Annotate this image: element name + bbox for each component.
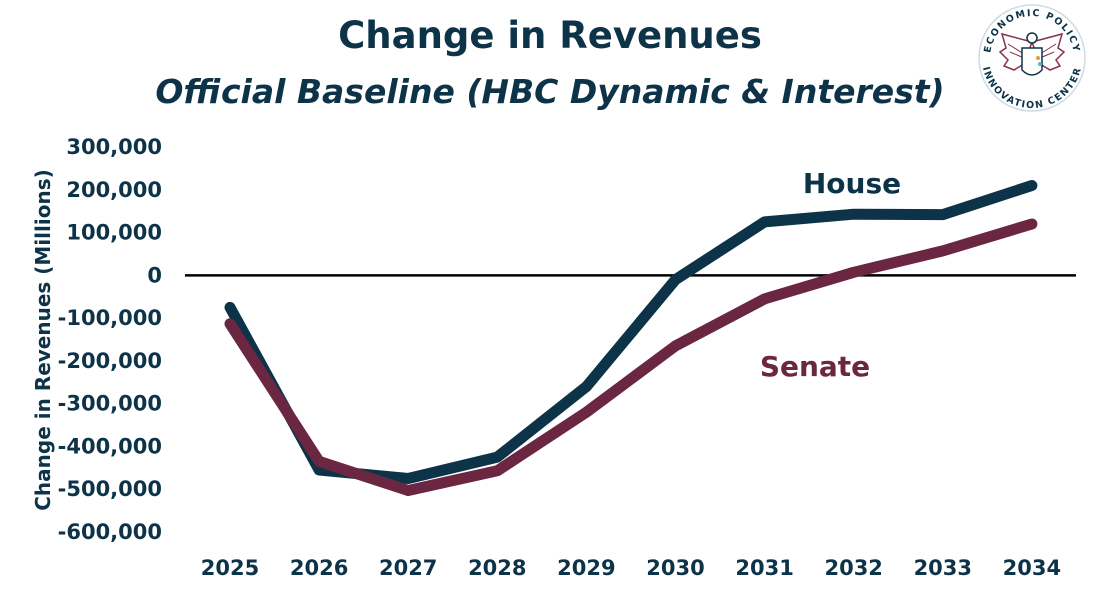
x-tick-label: 2033: [914, 556, 972, 580]
x-tick-label: 2030: [646, 556, 704, 580]
x-tick-label: 2034: [1003, 556, 1061, 580]
series-layer: [224, 180, 1038, 496]
eagle-seal-icon: [998, 32, 1066, 76]
y-axis-title: Change in Revenues (Millions): [31, 169, 55, 511]
series-label-house: House: [803, 167, 901, 200]
logo: ECONOMIC POLICY INNOVATION CENTER: [978, 4, 1086, 112]
x-tick-label: 2025: [201, 556, 259, 580]
y-tick-label: -200,000: [58, 349, 162, 373]
y-tick-label: 0: [147, 263, 162, 287]
y-tick-label: -100,000: [58, 306, 162, 330]
y-tick-label: 200,000: [66, 178, 162, 202]
x-axis: 2025 2026 2027 2028 2029 2030 2031 2032 2033 2034: [201, 556, 1061, 580]
y-axis: 300,000 200,000 100,000 0 -100,000 -200,000 -3…: [58, 135, 162, 544]
x-tick-label: 2031: [735, 556, 793, 580]
y-tick-label: -600,000: [58, 520, 162, 544]
series-line-house: [224, 180, 1038, 484]
series-line-senate: [224, 218, 1038, 496]
y-tick-label: -300,000: [58, 392, 162, 416]
y-tick-label: 300,000: [66, 135, 162, 159]
chart-title: Change in Revenues: [338, 14, 762, 57]
chart-subtitle: Official Baseline (HBC Dynamic & Interes…: [155, 72, 945, 111]
x-tick-label: 2026: [290, 556, 348, 580]
x-tick-label: 2032: [824, 556, 882, 580]
x-tick-label: 2028: [468, 556, 526, 580]
y-tick-label: -500,000: [58, 477, 162, 501]
x-tick-label: 2029: [557, 556, 615, 580]
y-tick-label: -400,000: [58, 434, 162, 458]
x-tick-label: 2027: [379, 556, 437, 580]
y-tick-label: 100,000: [66, 221, 162, 245]
series-label-senate: Senate: [760, 350, 870, 383]
